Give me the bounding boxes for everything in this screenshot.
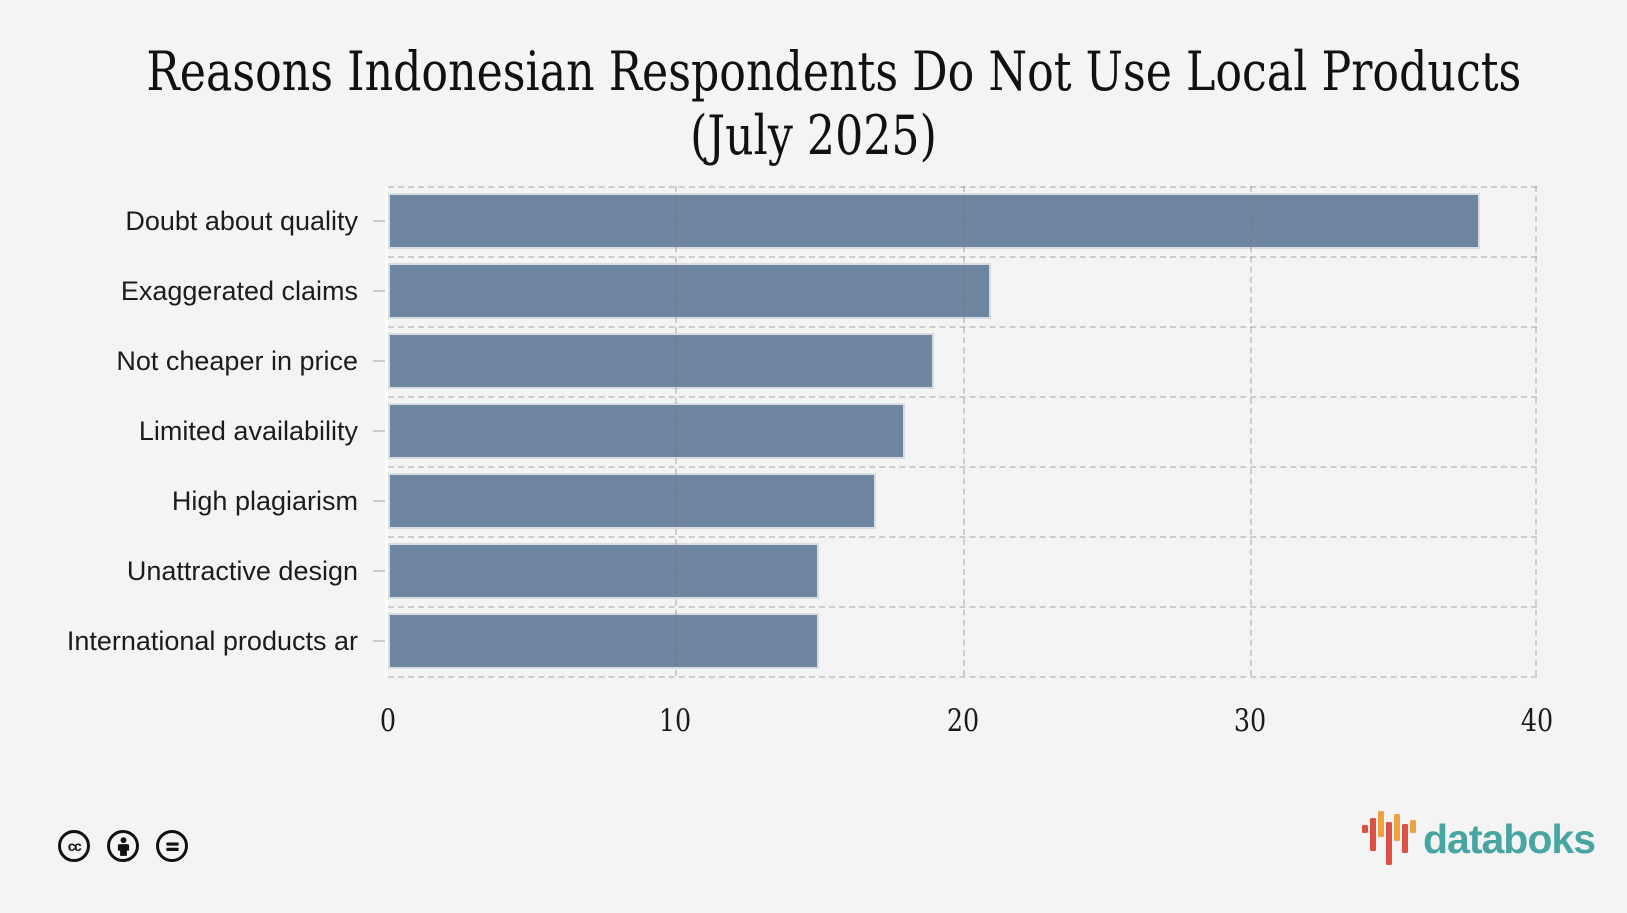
horizontal-gridline: [388, 536, 1537, 538]
cc-by-person-icon: [107, 830, 139, 862]
category-tick: [373, 640, 385, 642]
databoks-wordmark: databoks: [1423, 815, 1596, 862]
bar: [388, 333, 934, 389]
vertical-gridline: [1535, 186, 1537, 676]
x-tick-label: 10: [659, 703, 692, 739]
vertical-gridline: [962, 186, 965, 676]
chart-title-line1: Reasons Indonesian Respondents Do Not Us…: [146, 40, 1522, 103]
category-tick: [373, 290, 385, 292]
category-tick: [373, 220, 385, 222]
vertical-gridline: [675, 186, 678, 676]
logo-bar: [1362, 825, 1368, 833]
databoks-bars-icon: [1362, 803, 1418, 869]
logo-bar: [1378, 811, 1384, 837]
horizontal-gridline: [388, 606, 1537, 608]
category-label: Limited availability: [138, 415, 358, 446]
bar: [388, 193, 1480, 249]
category-label: Not cheaper in price: [116, 345, 358, 376]
license-icons: cc: [58, 830, 188, 862]
logo-bar: [1402, 824, 1408, 853]
horizontal-gridline: [388, 396, 1537, 398]
databoks-logo: databoks: [1362, 800, 1596, 872]
category-label: Doubt about quality: [125, 205, 358, 236]
category-label: Unattractive design: [126, 555, 358, 586]
horizontal-gridline: [388, 186, 1537, 188]
horizontal-gridline: [388, 466, 1537, 468]
category-tick: [373, 570, 385, 572]
x-tick-label: 30: [1233, 703, 1266, 739]
bar: [388, 263, 992, 319]
bar: [388, 613, 819, 669]
category-label: High plagiarism: [171, 485, 358, 516]
y-axis-line: [385, 186, 388, 676]
category-tick: [373, 500, 385, 502]
bar: [388, 473, 877, 529]
bar: [388, 543, 819, 599]
x-tick-label: 20: [946, 703, 979, 739]
category-axis-labels: Doubt about quality Exaggerated claims Not…: [0, 186, 358, 676]
logo-bar: [1386, 822, 1392, 865]
cc-nd-equals-icon: [156, 830, 188, 862]
x-tick-label: 0: [379, 703, 397, 739]
category-tick: [373, 430, 385, 432]
horizontal-gridline: [388, 256, 1537, 258]
horizontal-gridline: [388, 326, 1537, 328]
x-tick-label: 40: [1520, 703, 1554, 739]
plot-area: [373, 186, 1537, 678]
chart-title-line2: (July 2025): [690, 104, 937, 167]
category-label: International products ar: [66, 625, 358, 656]
category-tick: [373, 360, 385, 362]
logo-bar: [1370, 818, 1376, 851]
horizontal-gridline: [388, 676, 1537, 678]
category-label: Exaggerated claims: [120, 275, 358, 306]
cc-icon: cc: [58, 830, 90, 862]
vertical-gridline: [1249, 186, 1252, 676]
logo-bar: [1394, 814, 1400, 841]
logo-bar: [1410, 820, 1416, 833]
x-axis-tick-labels: 0 10 20 30 40: [380, 703, 1553, 749]
chart-title: Reasons Indonesian Respondents Do Not Us…: [0, 40, 1627, 168]
bar: [388, 403, 906, 459]
